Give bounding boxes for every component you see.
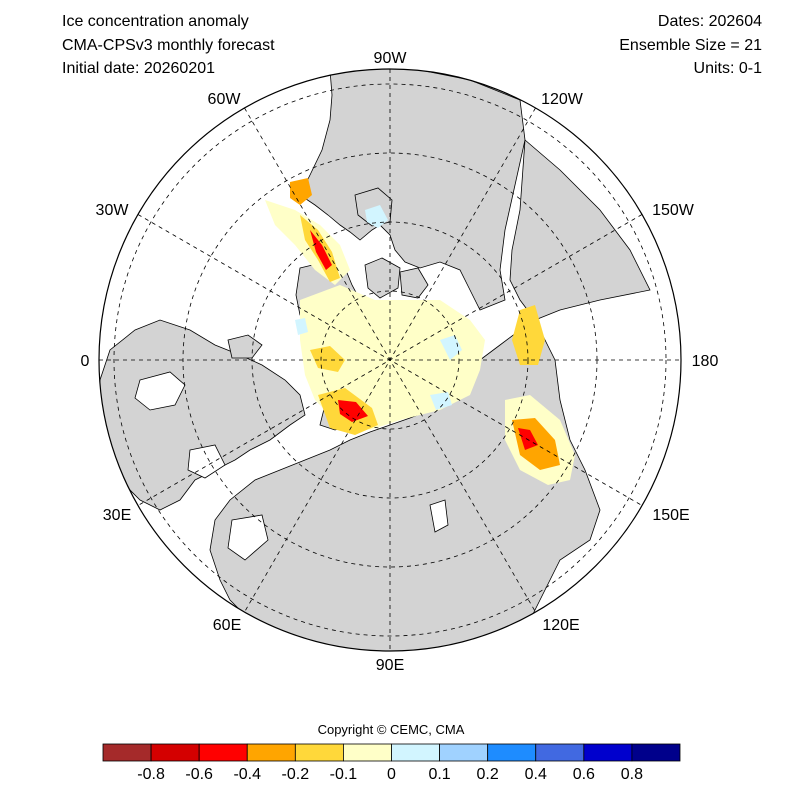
legend-tick-label: 0.6 [573,766,595,783]
barents-sea-low [338,400,368,422]
legend-tick-label: 0.8 [621,766,643,783]
units: Units: 0-1 [693,60,762,77]
chukchi-anomaly [512,305,545,365]
land-masses [99,69,651,651]
legend-color-box [535,743,585,762]
copyright-notice: Copyright © CEMC, CMA [317,722,465,737]
legend-color-box [150,743,200,762]
lon-label: 60W [208,91,242,108]
legend-color-box [246,743,296,762]
lon-label: 30W [96,202,130,219]
legend-color-box [198,743,248,762]
header-right: Dates: 202604 Ensemble Size = 21 Units: … [619,12,762,83]
lon-label: 120E [542,617,579,634]
legend-tick-label: 0 [387,766,396,783]
legend-tick-label: -0.6 [185,766,213,783]
inland-water [134,371,449,561]
initial-date: Initial date: 20260201 [62,60,216,77]
legend-tick-label: -0.2 [282,766,310,783]
legend-tick-label: -0.8 [137,766,165,783]
legend-tick-label: -0.4 [233,766,261,783]
lon-label: 120W [541,91,584,108]
legend-color-box [294,743,344,762]
model-name: CMA-CPSv3 monthly forecast [62,36,275,54]
lon-label: 150E [652,507,689,524]
legend-color-box [439,743,489,762]
header-left: Ice concentration anomaly CMA-CPSv3 mont… [62,12,275,83]
lon-label: 30E [103,507,131,524]
legend-tick-label: 0.1 [428,766,450,783]
legend-color-box [102,743,152,762]
polar-map: 90W 120W 150W 180 150E 120E 90E 60E 30E … [81,50,719,674]
legend-color-box [343,743,392,762]
longitude-labels: 90W 120W 150W 180 150E 120E 90E 60E 30E … [81,50,719,674]
map-title: Ice concentration anomaly [62,13,249,30]
legend-color-box [631,743,681,762]
positive-anomaly-2 [440,335,462,360]
lon-label: 150W [652,202,695,219]
lon-label: 180 [692,353,719,370]
color-legend: -0.8 -0.6 -0.4 -0.2 -0.1 0 0.1 0.2 0.4 0.6 0.8 [102,743,681,783]
lon-label: 0 [81,353,90,370]
lon-label: 90E [376,657,404,674]
legend-tick-label: 0.2 [477,766,499,783]
positive-anomaly-3 [295,318,308,335]
legend-color-box [583,743,633,762]
legend-tick-label: -0.1 [330,766,358,783]
ensemble-size: Ensemble Size = 21 [619,36,762,54]
forecast-dates: Dates: 202604 [657,13,762,30]
ice-anomaly-shading [265,178,575,485]
greenland-sea-anomaly [310,346,345,372]
lon-label: 60E [213,617,241,634]
legend-color-box [487,743,537,762]
legend-tick-label: 0.4 [525,766,547,783]
baffin-bay-lower [310,230,332,270]
latlon-grid [99,69,681,651]
legend-color-box [391,743,440,762]
okhotsk-sea-low [518,428,538,450]
hudson-strait-anomaly [290,178,312,205]
lon-label: 90W [374,50,408,67]
positive-anomaly-4 [430,392,452,410]
